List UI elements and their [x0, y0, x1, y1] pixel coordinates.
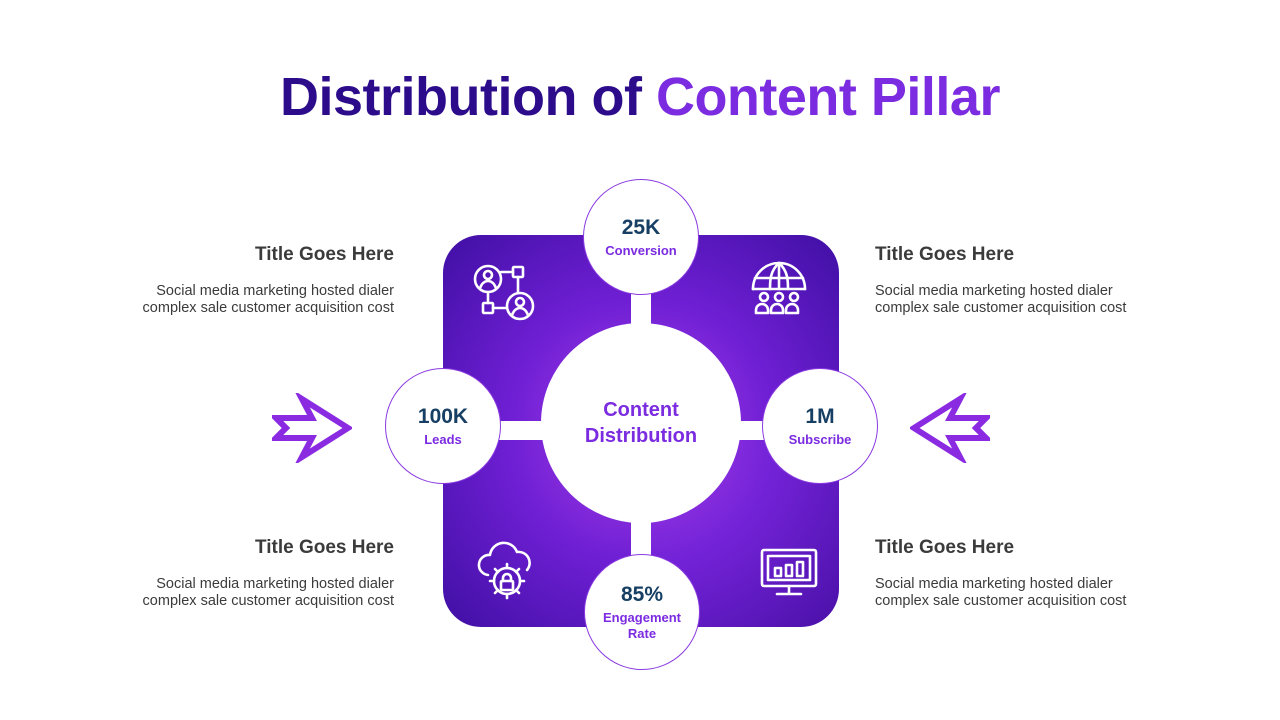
metric-circle-engagement: 85% Engagement Rate: [584, 554, 700, 670]
block-description: Social media marketing hosted dialer comp…: [142, 576, 394, 609]
title-part-2: Content Pillar: [655, 67, 1001, 127]
center-hub: Content Distribution: [541, 323, 741, 523]
metric-label: Engagement Rate: [602, 609, 681, 641]
block-description: Social media marketing hosted dialer comp…: [875, 283, 1127, 316]
metric-value: 25K: [621, 215, 661, 239]
metric-label: Subscribe: [788, 431, 852, 447]
globe-group-icon: [751, 261, 807, 315]
cloud-lock-settings-icon: [477, 541, 531, 600]
text-block-top-left: Title Goes Here Social media marketing h…: [64, 244, 394, 317]
title-part-1: Distribution of: [280, 67, 656, 127]
block-title: Title Goes Here: [254, 537, 394, 558]
network-users-icon: [473, 264, 535, 321]
text-block-top-right: Title Goes Here Social media marketing h…: [875, 244, 1205, 317]
metric-circle-subscribe: 1M Subscribe: [762, 368, 878, 484]
block-title: Title Goes Here: [875, 537, 1015, 558]
metric-label: Leads: [424, 431, 462, 447]
metric-value: 100K: [417, 404, 469, 428]
page-title: Distribution of Content Pillar: [0, 66, 1280, 128]
block-description: Social media marketing hosted dialer comp…: [142, 283, 394, 316]
metric-label: Conversion: [605, 242, 677, 258]
center-label: Content Distribution: [584, 399, 698, 447]
block-description: Social media marketing hosted dialer comp…: [875, 576, 1127, 609]
block-title: Title Goes Here: [254, 244, 394, 265]
metric-value: 1M: [805, 404, 835, 428]
metric-circle-leads: 100K Leads: [385, 368, 501, 484]
metric-value: 85%: [620, 582, 664, 606]
text-block-bottom-left: Title Goes Here Social media marketing h…: [64, 537, 394, 610]
arrow-right-icon: [272, 393, 352, 463]
text-block-bottom-right: Title Goes Here Social media marketing h…: [875, 537, 1205, 610]
metric-circle-conversion: 25K Conversion: [583, 179, 699, 295]
block-title: Title Goes Here: [875, 244, 1015, 265]
arrow-left-icon: [910, 393, 990, 463]
monitor-chart-icon: [760, 548, 818, 596]
